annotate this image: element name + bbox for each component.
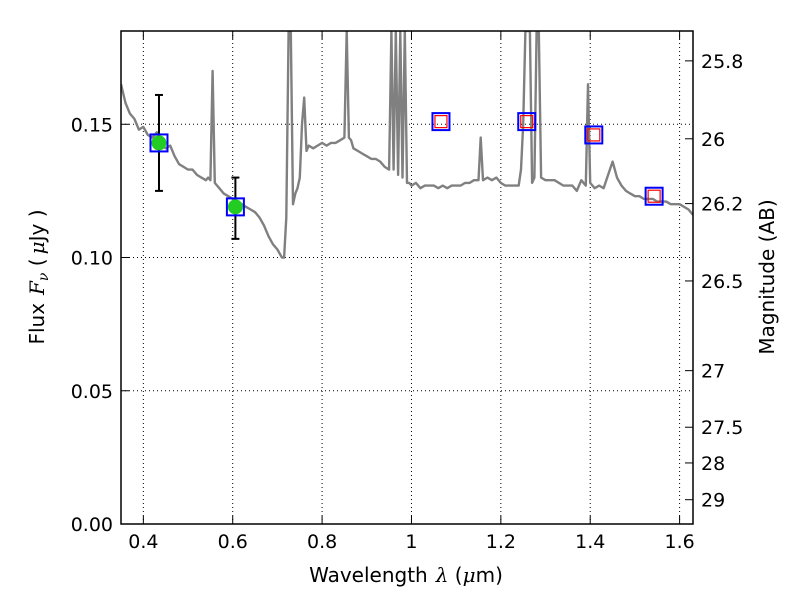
synthetic-flux-square <box>225 197 245 217</box>
photometry-point <box>227 199 243 215</box>
model-flux-square <box>587 128 601 142</box>
synthetic-flux-square <box>517 112 537 132</box>
model-flux-square <box>434 115 448 129</box>
plot-markers <box>149 93 664 240</box>
synthetic-flux-square <box>149 133 169 153</box>
synthetic-flux-square <box>584 125 604 145</box>
model-flux-square <box>647 189 661 203</box>
right-tick-label: 28 <box>701 453 725 475</box>
y-tick-label: 0.05 <box>71 381 113 403</box>
x-axis-label: Wavelength λ (μm) <box>309 563 503 587</box>
right-tick-label: 25.8 <box>701 51 743 73</box>
model-flux-square <box>520 115 534 129</box>
right-tick-label: 27.5 <box>701 417 743 439</box>
y-tick-label: 0.00 <box>71 514 113 536</box>
y-tick-label: 0.15 <box>71 114 113 136</box>
x-tick-label: 0.8 <box>307 531 337 553</box>
grid-lines <box>121 31 693 524</box>
y-axis-label-left: FluxFν (μJy ) <box>25 209 52 344</box>
right-tick-label: 26.2 <box>701 194 743 216</box>
synthetic-flux-square <box>644 186 664 206</box>
plot-frame <box>120 30 694 525</box>
x-tick-label: 0.4 <box>128 531 158 553</box>
photometry-point <box>151 135 167 151</box>
synthetic-flux-square <box>431 112 451 132</box>
y-axis-label-right: Magnitude (AB) <box>755 199 779 354</box>
right-tick-label: 26.5 <box>701 271 743 293</box>
x-tick-label: 1.4 <box>575 531 605 553</box>
x-tick-label: 1.6 <box>664 531 694 553</box>
x-tick-label: 0.6 <box>218 531 248 553</box>
right-tick-label: 26 <box>701 129 725 151</box>
right-tick-label: 27 <box>701 361 725 383</box>
y-tick-label: 0.10 <box>71 248 113 270</box>
axis-ticks: 0.4 0.6 0.8 1 1.2 1.4 1.6 0.00 0.05 0.10 0.15 25.8 2… <box>71 31 743 553</box>
plot-data <box>121 31 693 259</box>
right-tick-label: 29 <box>701 490 725 512</box>
x-tick-label: 1 <box>405 531 417 553</box>
x-tick-label: 1.2 <box>486 531 516 553</box>
spectrum-line <box>121 31 693 259</box>
